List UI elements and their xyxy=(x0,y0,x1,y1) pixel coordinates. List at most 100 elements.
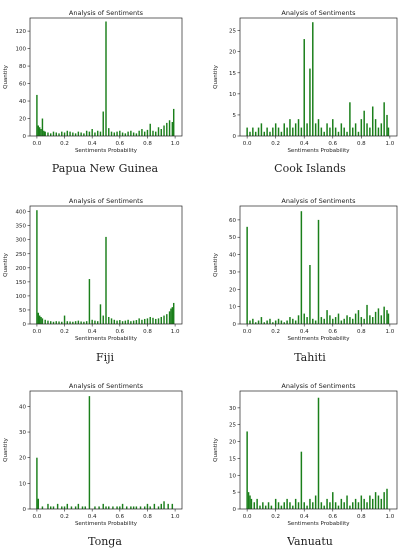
bar xyxy=(354,313,357,324)
bar xyxy=(143,506,146,509)
bar xyxy=(163,315,165,324)
bar xyxy=(135,506,138,509)
bar xyxy=(172,108,175,136)
bar xyxy=(363,110,365,136)
bar xyxy=(69,131,71,136)
x-tick-label: 0.0 xyxy=(33,141,42,147)
bar xyxy=(119,506,121,509)
bar xyxy=(69,321,71,324)
bar xyxy=(349,317,351,324)
bar xyxy=(317,397,320,509)
y-tick-label: 150 xyxy=(16,280,27,286)
y-tick-label: 10 xyxy=(229,305,236,311)
bar xyxy=(303,313,305,324)
chart-title: Analysis of Sentiments xyxy=(69,197,144,205)
chart-svg: Analysis of Sentiments 0 5 10 15 20 25 30 0.0 0.2… xyxy=(213,382,398,527)
bar xyxy=(332,492,334,509)
bar xyxy=(171,503,174,509)
bar xyxy=(160,316,162,324)
bar xyxy=(110,318,113,324)
x-tick-label: 0.8 xyxy=(357,329,366,335)
y-tick-label: 120 xyxy=(16,29,27,35)
bar xyxy=(105,21,107,137)
bar xyxy=(44,131,46,136)
bar xyxy=(47,503,49,509)
bar xyxy=(270,505,273,509)
bar xyxy=(63,506,66,509)
bar xyxy=(157,318,160,324)
bar xyxy=(172,302,175,324)
bar xyxy=(152,130,154,136)
y-tick-label: 80 xyxy=(19,64,26,70)
plot-frame xyxy=(29,17,183,137)
bar xyxy=(249,495,251,509)
chart-vanuatu: Analysis of Sentiments 0 5 10 15 20 25 30 0.0 0.2… xyxy=(210,379,405,531)
x-tick-label: 0.2 xyxy=(60,514,69,520)
y-tick-label: 50 xyxy=(229,235,236,241)
bar xyxy=(289,502,291,509)
y-axis-label: Quantity xyxy=(213,252,219,277)
bar xyxy=(135,320,138,324)
bar xyxy=(369,127,371,136)
bar xyxy=(300,127,303,136)
bar xyxy=(332,119,334,136)
bar xyxy=(280,131,283,136)
bar xyxy=(343,318,345,324)
bar xyxy=(247,492,250,509)
bar xyxy=(369,315,371,324)
bar xyxy=(280,320,283,324)
bar xyxy=(289,317,291,324)
bar xyxy=(300,451,303,509)
bar xyxy=(283,502,285,509)
bar xyxy=(146,318,149,324)
chart-tonga: Analysis of Sentiments 0 10 20 30 40 0.0 0.2 0.4… xyxy=(0,379,190,531)
bar xyxy=(354,123,357,136)
bar xyxy=(102,315,104,324)
bar xyxy=(149,123,151,136)
chart-title: Analysis of Sentiments xyxy=(281,197,356,205)
bar xyxy=(105,506,107,509)
bar xyxy=(99,304,102,324)
bar xyxy=(146,503,149,509)
bar xyxy=(112,506,114,509)
bar xyxy=(155,318,157,324)
bar xyxy=(380,315,383,324)
bar xyxy=(337,313,340,324)
bar xyxy=(263,131,266,136)
bar xyxy=(96,130,99,136)
bar xyxy=(369,495,371,509)
x-tick-label: 1.0 xyxy=(385,141,394,147)
plot-frame xyxy=(29,205,183,325)
plot-frame xyxy=(239,17,398,137)
bar xyxy=(332,318,334,324)
bar xyxy=(334,127,337,136)
bar xyxy=(374,119,377,136)
bar xyxy=(41,118,44,136)
bar xyxy=(135,133,138,136)
bar xyxy=(130,321,132,324)
chart-tahiti: Analysis of Sentiments 0 10 20 30 40 50 60 0.0 0.… xyxy=(210,194,405,346)
bar xyxy=(260,317,263,324)
bar xyxy=(52,131,55,136)
bar xyxy=(77,320,80,324)
bar xyxy=(113,132,116,136)
bar xyxy=(66,321,69,324)
chart-svg: Analysis of Sentiments 0 10 20 30 40 0.0 0.2 0.4… xyxy=(3,382,183,527)
caption-vanuatu: Vanuatu xyxy=(287,535,333,548)
y-tick-label: 0 xyxy=(233,322,237,328)
bar xyxy=(303,39,305,137)
bar xyxy=(289,119,291,136)
bar xyxy=(143,131,146,136)
bar xyxy=(138,130,140,136)
bar xyxy=(334,317,337,324)
bar xyxy=(371,106,374,136)
caption-papua-new-guinea: Papua New Guinea xyxy=(51,162,159,175)
chart-title: Analysis of Sentiments xyxy=(281,382,356,390)
bar xyxy=(363,318,365,324)
bar xyxy=(366,502,368,509)
y-tick-label: 100 xyxy=(16,47,27,53)
bar xyxy=(257,127,260,136)
bar xyxy=(352,318,354,324)
bar xyxy=(357,502,360,509)
y-tick-label: 40 xyxy=(229,253,236,259)
